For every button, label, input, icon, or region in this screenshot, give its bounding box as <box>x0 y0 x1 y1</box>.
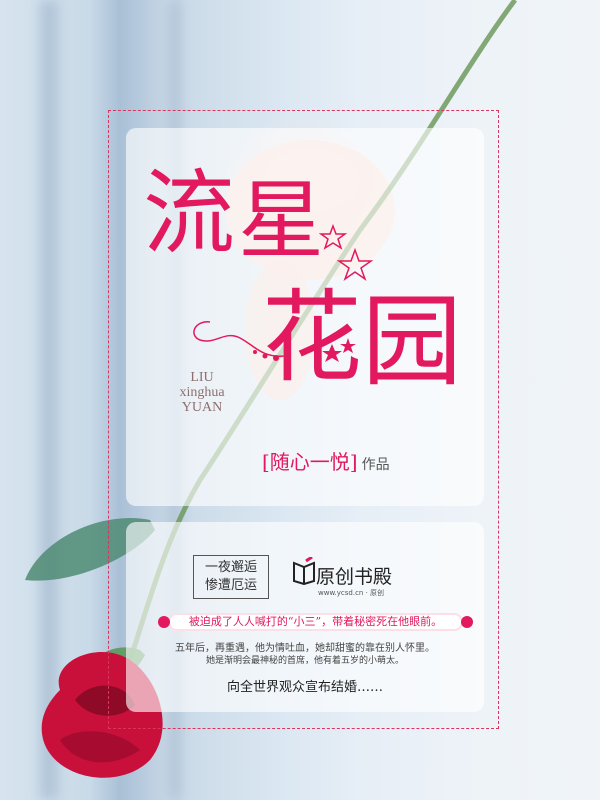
blurred-pillar <box>40 0 58 800</box>
dashed-frame <box>108 110 499 729</box>
tagline-line-1: 一夜邂逅 <box>204 560 257 575</box>
rose-leaf <box>25 518 155 581</box>
title-card <box>126 128 484 506</box>
title-char-1: 流 <box>143 160 236 267</box>
author-credit: [随心一悦] 作品 <box>262 446 390 475</box>
tagline-line-2: 惨遭厄运 <box>204 578 257 593</box>
book-logo-icon <box>293 557 315 585</box>
author-name: [随心一悦] <box>262 450 358 474</box>
publisher-url: www.ycsd.cn · 原创 <box>318 589 385 597</box>
blurb-line-2: 她是渐明会最神秘的首席，他有着五岁的小萌太。 <box>205 656 404 666</box>
publisher-logo-text: 原创书殿 <box>316 566 393 588</box>
rose-petal <box>60 731 140 763</box>
title-char-4: 园 <box>362 283 462 400</box>
tagline-box: 一夜邂逅 惨遭厄运 <box>193 555 269 599</box>
tagline-banner: 被迫成了人人喊打的“小三”，带着秘密死在他眼前。 <box>158 613 473 631</box>
rose-petal <box>75 685 135 716</box>
pinyin-liu: LIU <box>190 370 214 385</box>
pinyin-xinghua: xinghua <box>179 385 225 400</box>
closing-line: 向全世界观众宣布结婚…… <box>226 680 383 695</box>
author-suffix: 作品 <box>361 457 390 473</box>
title-char-2: 星 <box>238 171 324 271</box>
pinyin-yuan: YUAN <box>181 400 223 415</box>
title-char-3: 花 <box>262 279 362 396</box>
blurb-line-1: 五年后，再重遇，他为情吐血，她却甜蜜的靠在别人怀里。 <box>175 643 435 654</box>
